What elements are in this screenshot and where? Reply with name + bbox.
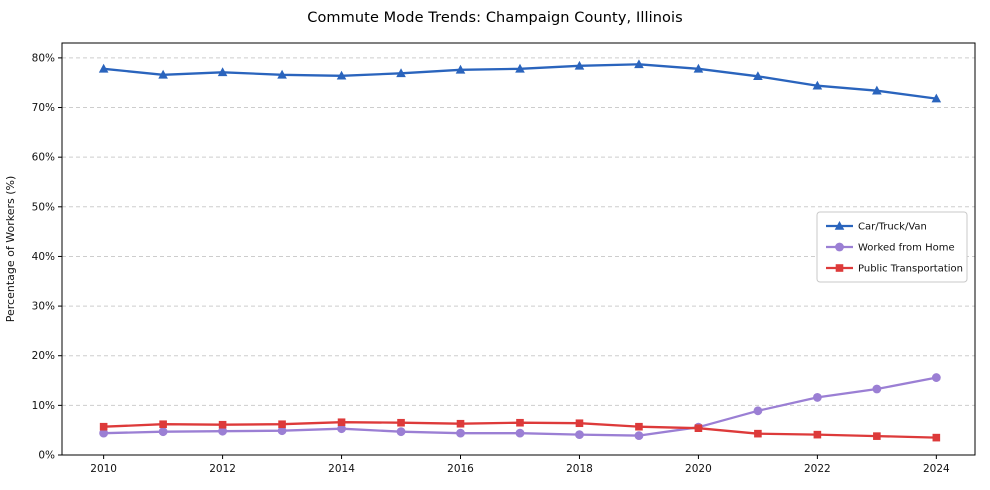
y-tick-label: 70%: [32, 102, 55, 114]
x-tick-label: 2020: [685, 463, 712, 475]
y-axis: 0% 10% 20% 30% 40% 50% 60% 70% 80%: [32, 52, 62, 462]
marker-public-transportation: [99, 422, 108, 431]
marker-car-truck-van: [277, 69, 287, 79]
marker-public-transportation: [813, 430, 822, 439]
marker-car-truck-van: [931, 93, 942, 103]
plot-border: [61, 42, 976, 456]
marker-worked-from-home: [218, 426, 227, 436]
marker-car-truck-van: [217, 67, 228, 77]
series-car-truck-van: [98, 59, 942, 103]
marker-public-transportation: [278, 420, 286, 429]
marker-car-truck-van: [98, 63, 109, 73]
y-tick-label: 60%: [32, 152, 55, 164]
marker-worked-from-home: [931, 373, 941, 382]
marker-worked-from-home: [575, 430, 584, 440]
chart-canvas: 0%10%20%30%40%50%60%70%80%2010 2012 2014 20…: [4, 42, 976, 475]
marker-public-transportation: [456, 419, 465, 428]
x-tick-label: 2016: [447, 463, 474, 475]
marker-car-truck-van: [336, 70, 347, 80]
marker-car-truck-van: [634, 59, 644, 69]
marker-worked-from-home: [812, 393, 822, 402]
legend: Car/Truck/Van Worked from Home Public Tran…: [816, 211, 968, 283]
marker-public-transportation: [575, 419, 584, 428]
legend-marker-worked-from-home: [835, 242, 844, 252]
legend-label: Car/Truck/Van: [858, 222, 927, 233]
marker-worked-from-home: [277, 426, 287, 436]
y-tick-label: 50%: [32, 201, 55, 213]
marker-public-transportation: [635, 422, 643, 431]
marker-worked-from-home: [634, 431, 644, 441]
marker-public-transportation: [754, 429, 762, 438]
marker-public-transportation: [694, 424, 703, 432]
marker-public-transportation: [218, 420, 227, 429]
legend-item-public-transportation: Public Transportation: [826, 264, 963, 275]
x-tick-label: 2024: [923, 463, 950, 475]
legend-item-worked-from-home: Worked from Home: [826, 243, 955, 254]
x-tick-label: 2022: [804, 463, 831, 475]
y-tick-label: 0%: [38, 450, 55, 462]
marker-car-truck-van: [455, 64, 466, 74]
marker-worked-from-home: [515, 428, 525, 438]
marker-public-transportation: [873, 432, 881, 440]
chart-title: Commute Mode Trends: Champaign County, I…: [307, 9, 683, 26]
marker-worked-from-home: [158, 427, 168, 437]
marker-worked-from-home: [99, 428, 109, 438]
legend-label: Public Transportation: [858, 264, 963, 275]
marker-car-truck-van: [812, 80, 823, 90]
y-tick-label: 10%: [32, 400, 55, 412]
marker-car-truck-van: [872, 85, 882, 95]
series-worked-from-home: [99, 373, 941, 441]
marker-public-transportation: [337, 418, 346, 427]
y-tick-label: 20%: [32, 350, 55, 362]
marker-worked-from-home: [456, 428, 465, 438]
y-tick-label: 30%: [32, 301, 55, 313]
marker-car-truck-van: [158, 69, 168, 79]
marker-car-truck-van: [574, 60, 585, 70]
marker-worked-from-home: [337, 424, 346, 434]
y-axis-label: Percentage of Workers (%): [4, 176, 17, 323]
marker-car-truck-van: [396, 68, 406, 78]
marker-public-transportation: [397, 418, 405, 427]
marker-public-transportation: [932, 433, 941, 442]
x-tick-label: 2012: [209, 463, 236, 475]
x-tick-label: 2010: [90, 463, 117, 475]
x-tick-label: 2014: [328, 463, 355, 475]
marker-worked-from-home: [872, 384, 882, 394]
y-tick-label: 80%: [32, 52, 55, 64]
series-public-transportation: [99, 418, 941, 442]
x-axis: 2010 2012 2014 2016 2018 2020 2022 2024: [90, 455, 950, 475]
line-worked-from-home: [102, 376, 938, 437]
legend-marker-public-transportation: [835, 264, 844, 272]
legend-marker-car-truck-van: [834, 221, 845, 230]
marker-public-transportation: [516, 418, 524, 427]
x-tick-label: 2018: [566, 463, 593, 475]
marker-worked-from-home: [753, 406, 763, 416]
marker-car-truck-van: [515, 63, 525, 73]
legend-label: Worked from Home: [858, 243, 955, 254]
y-tick-label: 40%: [32, 251, 55, 263]
legend-box: [816, 211, 968, 283]
marker-car-truck-van: [693, 63, 704, 73]
legend-item-car-truck-van: Car/Truck/Van: [826, 221, 927, 233]
marker-public-transportation: [159, 420, 167, 429]
marker-worked-from-home: [396, 427, 406, 437]
marker-car-truck-van: [753, 71, 763, 81]
